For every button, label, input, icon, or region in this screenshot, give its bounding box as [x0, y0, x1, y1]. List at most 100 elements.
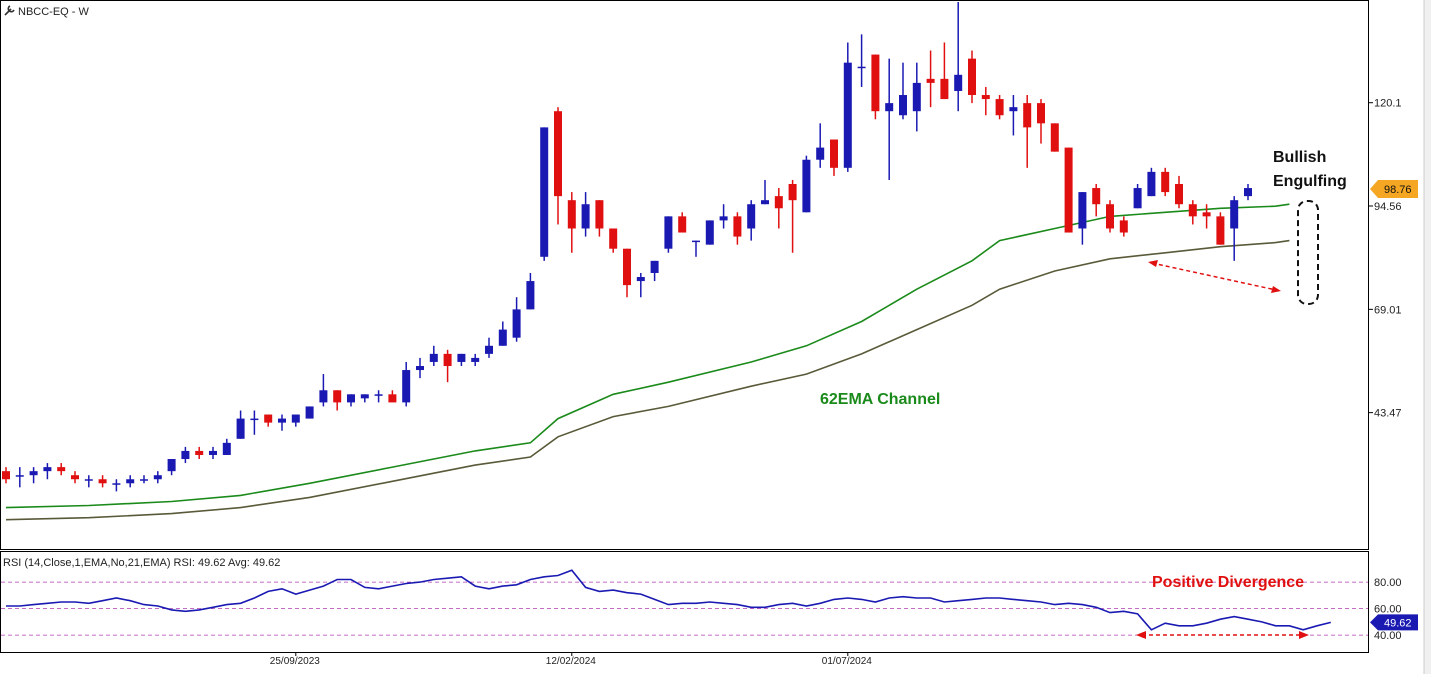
last-price-value: 98.76: [1384, 184, 1412, 196]
candle: [98, 475, 107, 488]
candle: [885, 58, 894, 180]
candle: [485, 337, 493, 358]
candle: [650, 260, 659, 282]
candle: [57, 463, 66, 476]
wrench-icon[interactable]: [4, 5, 15, 16]
candle: [1202, 204, 1211, 229]
date-label: 01/07/2024: [822, 656, 872, 667]
candle: [457, 353, 466, 366]
engulfing-highlight-box: [1297, 200, 1319, 305]
candle: [84, 475, 93, 488]
rsi-axis: 80.00 60.00 40.00: [1, 577, 1402, 642]
candle: [126, 475, 135, 488]
candle: [319, 374, 328, 407]
candle: [1175, 175, 1183, 209]
candle: [609, 228, 618, 253]
candle: [416, 357, 424, 379]
candle: [1009, 95, 1018, 136]
candle: [554, 107, 562, 225]
candle: [567, 192, 576, 253]
candle: [291, 414, 300, 427]
candle: [374, 390, 383, 403]
rsi-line: [6, 569, 1331, 631]
price-tick-label: 69.01: [1374, 304, 1402, 316]
rsi-tick-label: 60.00: [1374, 604, 1402, 616]
rsi-title: RSI (14,Close,1,EMA,No,21,EMA) RSI: 49.6…: [3, 557, 280, 569]
chart-title: NBCC-EQ - W: [18, 6, 90, 18]
candle: [1230, 196, 1239, 261]
candle: [595, 200, 604, 237]
last-price-tag: 98.76: [1370, 180, 1418, 199]
candle: [347, 394, 355, 407]
candle: [636, 272, 645, 298]
scrollbar[interactable]: [1424, 0, 1431, 674]
rsi-tick-label: 80.00: [1374, 577, 1402, 589]
candle: [181, 446, 190, 464]
candle: [733, 212, 742, 245]
candle: [719, 204, 728, 229]
candle: [195, 446, 204, 460]
candle: [981, 86, 990, 116]
candle: [1147, 167, 1156, 197]
candle: [305, 406, 314, 419]
candle: [333, 390, 342, 411]
candle: [71, 471, 79, 484]
candle: [926, 50, 935, 108]
candle: [968, 50, 976, 104]
candle: [1119, 216, 1128, 237]
candle: [664, 216, 673, 253]
candle: [705, 220, 714, 245]
candle: [278, 414, 286, 431]
candle: [15, 467, 24, 488]
price-tick-label: 94.56: [1374, 201, 1402, 213]
candle: [995, 95, 1004, 120]
candle: [388, 390, 397, 403]
candle: [112, 479, 121, 492]
candle: [1244, 184, 1252, 201]
candle: [692, 240, 700, 257]
candle: [153, 471, 162, 484]
ema-layer: [5, 203, 1290, 521]
date-label: 12/02/2024: [546, 656, 596, 667]
candle: [471, 353, 480, 366]
rsi-value: 49.62: [1384, 617, 1412, 629]
candle: [264, 414, 273, 427]
bullish-engulfing-label-1: Bullish: [1273, 149, 1326, 166]
candle: [816, 123, 825, 168]
candle: [1023, 95, 1032, 168]
candle: [581, 192, 590, 237]
candle: [1216, 212, 1225, 245]
candle: [774, 188, 783, 229]
candle: [761, 179, 769, 205]
candle: [140, 475, 148, 484]
candle: [1050, 123, 1059, 152]
rsi-tick-label: 40.00: [1374, 630, 1402, 642]
candle: [1106, 200, 1114, 233]
candle: [43, 463, 52, 480]
candle: [1064, 147, 1073, 233]
price-divergence-arrow: [1148, 260, 1281, 293]
candle: [526, 272, 535, 310]
candle: [830, 139, 838, 176]
candle: [802, 155, 811, 213]
price-axis: 120.1 94.56 69.01 43.47: [1368, 98, 1402, 420]
candle: [1092, 184, 1101, 217]
bullish-engulfing-label-2: Engulfing: [1273, 173, 1347, 190]
candle: [1037, 99, 1045, 144]
date-axis: 25/09/2023 12/02/2024 01/07/2024: [270, 652, 872, 667]
candle: [912, 62, 921, 132]
price-pane: [0, 0, 1369, 550]
candle: [843, 42, 852, 172]
candle: [360, 394, 369, 403]
candle: [1161, 167, 1170, 197]
candle: [871, 54, 880, 120]
candle: [1078, 192, 1087, 245]
candle: [402, 361, 411, 407]
candle: [512, 297, 521, 342]
candle: [222, 438, 231, 455]
ema-fast-line: [5, 203, 1290, 509]
candle: [443, 349, 452, 383]
candle: [429, 345, 438, 366]
candle: [788, 179, 797, 253]
